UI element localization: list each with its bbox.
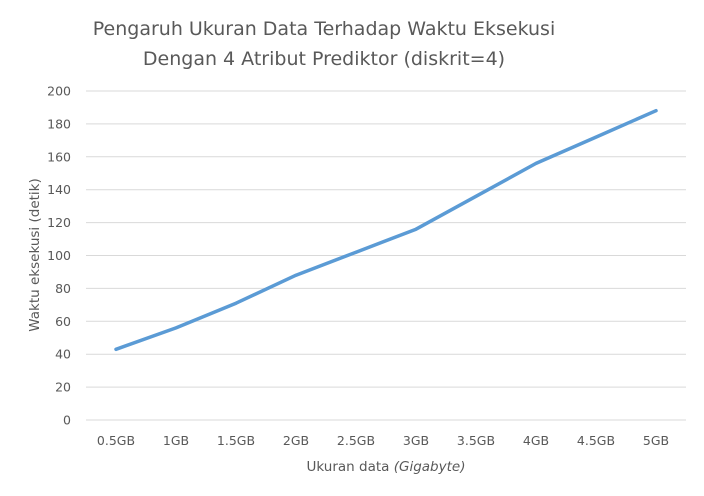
- series-line: [114, 108, 658, 352]
- y-tick-label: 120: [47, 215, 71, 230]
- data-point: [594, 135, 598, 139]
- x-tick-label: 4GB: [523, 433, 549, 448]
- x-axis-title: Ukuran data (Gigabyte): [307, 459, 466, 475]
- data-point: [414, 227, 418, 231]
- x-tick-label: 4.5GB: [577, 433, 615, 448]
- y-axis-title: Waktu eksekusi (detik): [27, 178, 43, 331]
- data-point: [654, 109, 658, 113]
- x-tick-label: 5GB: [643, 433, 669, 448]
- x-tick-label: 0.5GB: [97, 433, 135, 448]
- x-axis-title-unit: (Gigabyte): [394, 459, 466, 475]
- data-point: [294, 273, 298, 277]
- gridlines: [86, 90, 686, 421]
- y-tick-label: 160: [47, 149, 71, 164]
- x-tick-label: 2GB: [283, 433, 309, 448]
- chart-title-line-2: Dengan 4 Atribut Prediktor (diskrit=4): [143, 48, 505, 70]
- x-axis-tick-labels: 0.5GB 1GB 1.5GB 2GB 2.5GB 3GB 3.5GB 4GB 4.5GB 5GB: [97, 433, 669, 448]
- y-tick-label: 200: [47, 84, 71, 99]
- chart-title-line-1: Pengaruh Ukuran Data Terhadap Waktu Ekse…: [93, 18, 555, 40]
- data-point: [174, 326, 178, 330]
- x-tick-label: 1.5GB: [217, 433, 255, 448]
- data-point: [234, 301, 238, 305]
- x-tick-label: 1GB: [163, 433, 189, 448]
- x-tick-label: 3GB: [403, 433, 429, 448]
- chart-title: Pengaruh Ukuran Data Terhadap Waktu Ekse…: [93, 18, 555, 70]
- data-point: [114, 347, 118, 351]
- data-point: [474, 194, 478, 198]
- y-tick-label: 180: [47, 116, 71, 131]
- y-tick-label: 60: [55, 314, 71, 329]
- data-point: [534, 161, 538, 165]
- y-tick-label: 100: [47, 248, 71, 263]
- x-tick-label: 3.5GB: [457, 433, 495, 448]
- y-tick-label: 0: [63, 413, 71, 428]
- y-axis-tick-labels: 0 20 40 60 80 100 120 140 160 180 200: [47, 84, 71, 428]
- data-point: [354, 250, 358, 254]
- y-tick-label: 140: [47, 182, 71, 197]
- x-tick-label: 2.5GB: [337, 433, 375, 448]
- y-tick-label: 40: [55, 347, 71, 362]
- y-tick-label: 20: [55, 380, 71, 395]
- y-tick-label: 80: [55, 281, 71, 296]
- x-axis-title-main: Ukuran data: [307, 459, 394, 475]
- series-group: [114, 108, 658, 352]
